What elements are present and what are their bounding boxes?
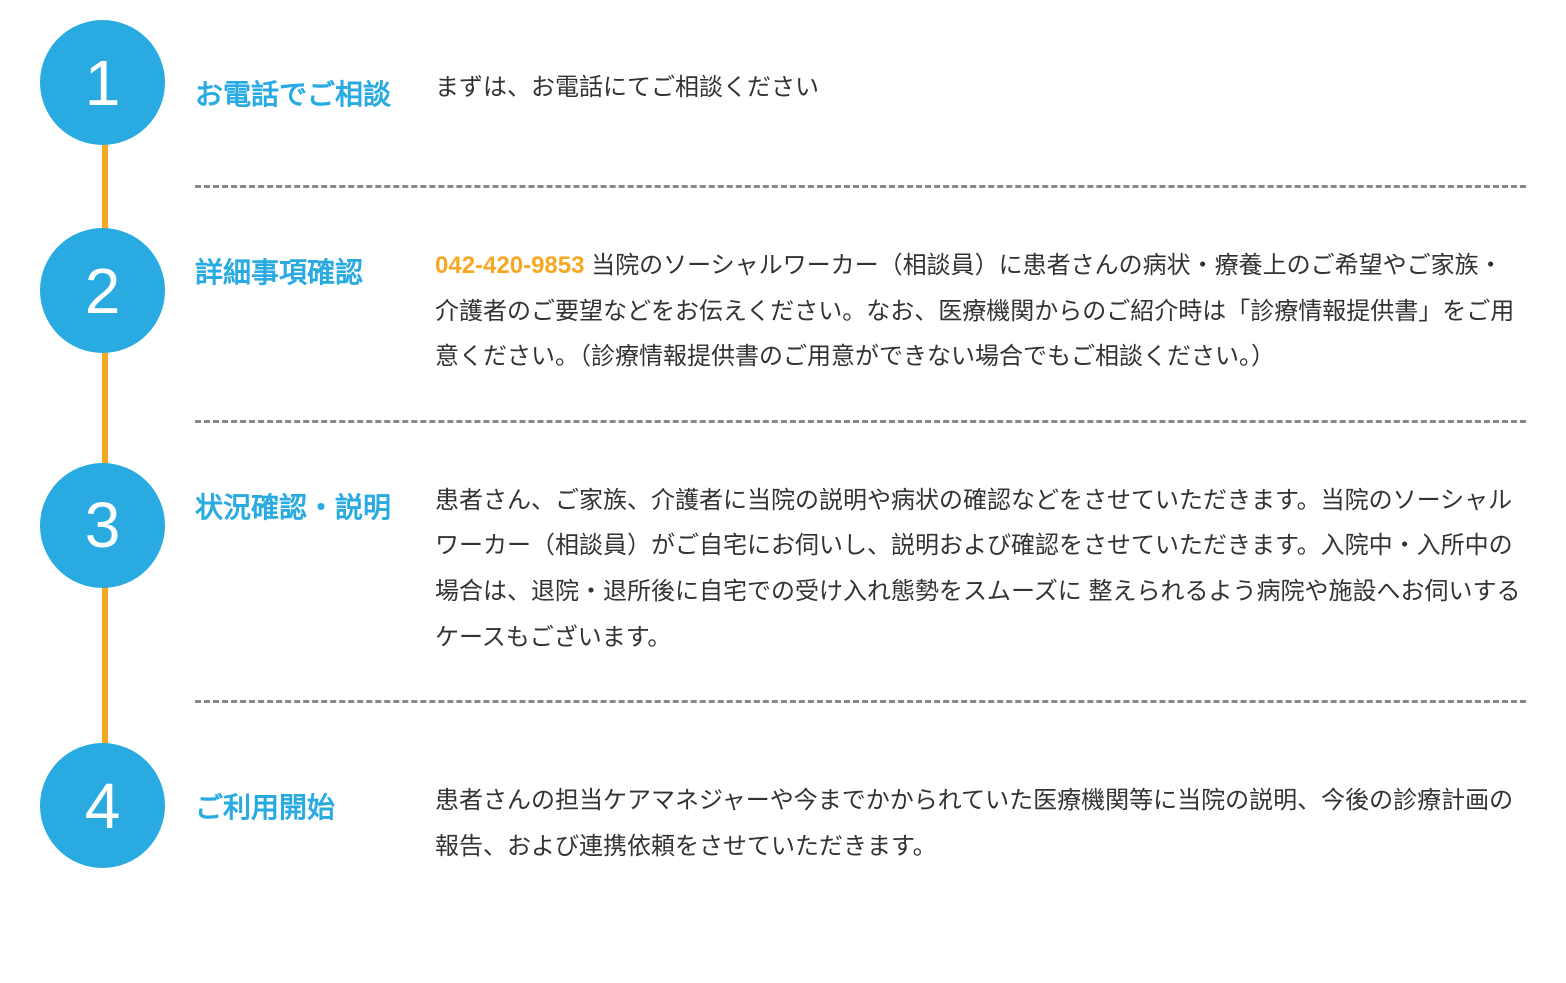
- step-1-circle: 1: [40, 20, 165, 145]
- step-3-title: 状況確認・説明: [195, 478, 435, 526]
- step-2-circle: 2: [40, 228, 165, 353]
- phone-number: 042-420-9853: [435, 252, 584, 279]
- divider-2: [195, 420, 1526, 423]
- step-4-number: 4: [85, 769, 121, 843]
- step-3-circle: 3: [40, 463, 165, 588]
- step-2-content: 詳細事項確認 042-420-9853 当院のソーシャルワーカー（相談員）に患者…: [195, 228, 1526, 380]
- step-2-number: 2: [85, 254, 121, 328]
- step-3-content: 状況確認・説明 患者さん、ご家族、介護者に当院の説明や病状の確認などをさせていた…: [195, 463, 1526, 660]
- divider-1: [195, 185, 1526, 188]
- step-4-circle: 4: [40, 743, 165, 868]
- step-3: 3 状況確認・説明 患者さん、ご家族、介護者に当院の説明や病状の確認などをさせて…: [40, 463, 1526, 700]
- step-4-description: 患者さんの担当ケアマネジャーや今までかかられていた医療機関等に当院の説明、今後の…: [435, 778, 1526, 869]
- step-4-title: ご利用開始: [195, 778, 435, 826]
- step-2-description-text: 当院のソーシャルワーカー（相談員）に患者さんの病状・療養上のご希望やご家族・介護…: [435, 252, 1514, 370]
- step-1-description: まずは、お電話にてご相談ください: [435, 65, 1526, 111]
- timeline-container: 1 お電話でご相談 まずは、お電話にてご相談ください 2 詳細事項確認 042-…: [40, 20, 1526, 909]
- step-2-title: 詳細事項確認: [195, 243, 435, 291]
- step-4: 4 ご利用開始 患者さんの担当ケアマネジャーや今までかかられていた医療機関等に当…: [40, 743, 1526, 909]
- step-1: 1 お電話でご相談 まずは、お電話にてご相談ください: [40, 20, 1526, 185]
- step-1-title: お電話でご相談: [195, 65, 435, 113]
- step-3-number: 3: [85, 488, 121, 562]
- divider-3: [195, 700, 1526, 703]
- step-1-content: お電話でご相談 まずは、お電話にてご相談ください: [195, 20, 1526, 113]
- step-4-content: ご利用開始 患者さんの担当ケアマネジャーや今までかかられていた医療機関等に当院の…: [195, 743, 1526, 869]
- step-2-description: 042-420-9853 当院のソーシャルワーカー（相談員）に患者さんの病状・療…: [435, 243, 1526, 380]
- step-1-number: 1: [85, 46, 121, 120]
- step-2: 2 詳細事項確認 042-420-9853 当院のソーシャルワーカー（相談員）に…: [40, 228, 1526, 420]
- step-3-description: 患者さん、ご家族、介護者に当院の説明や病状の確認などをさせていただきます。当院の…: [435, 478, 1526, 660]
